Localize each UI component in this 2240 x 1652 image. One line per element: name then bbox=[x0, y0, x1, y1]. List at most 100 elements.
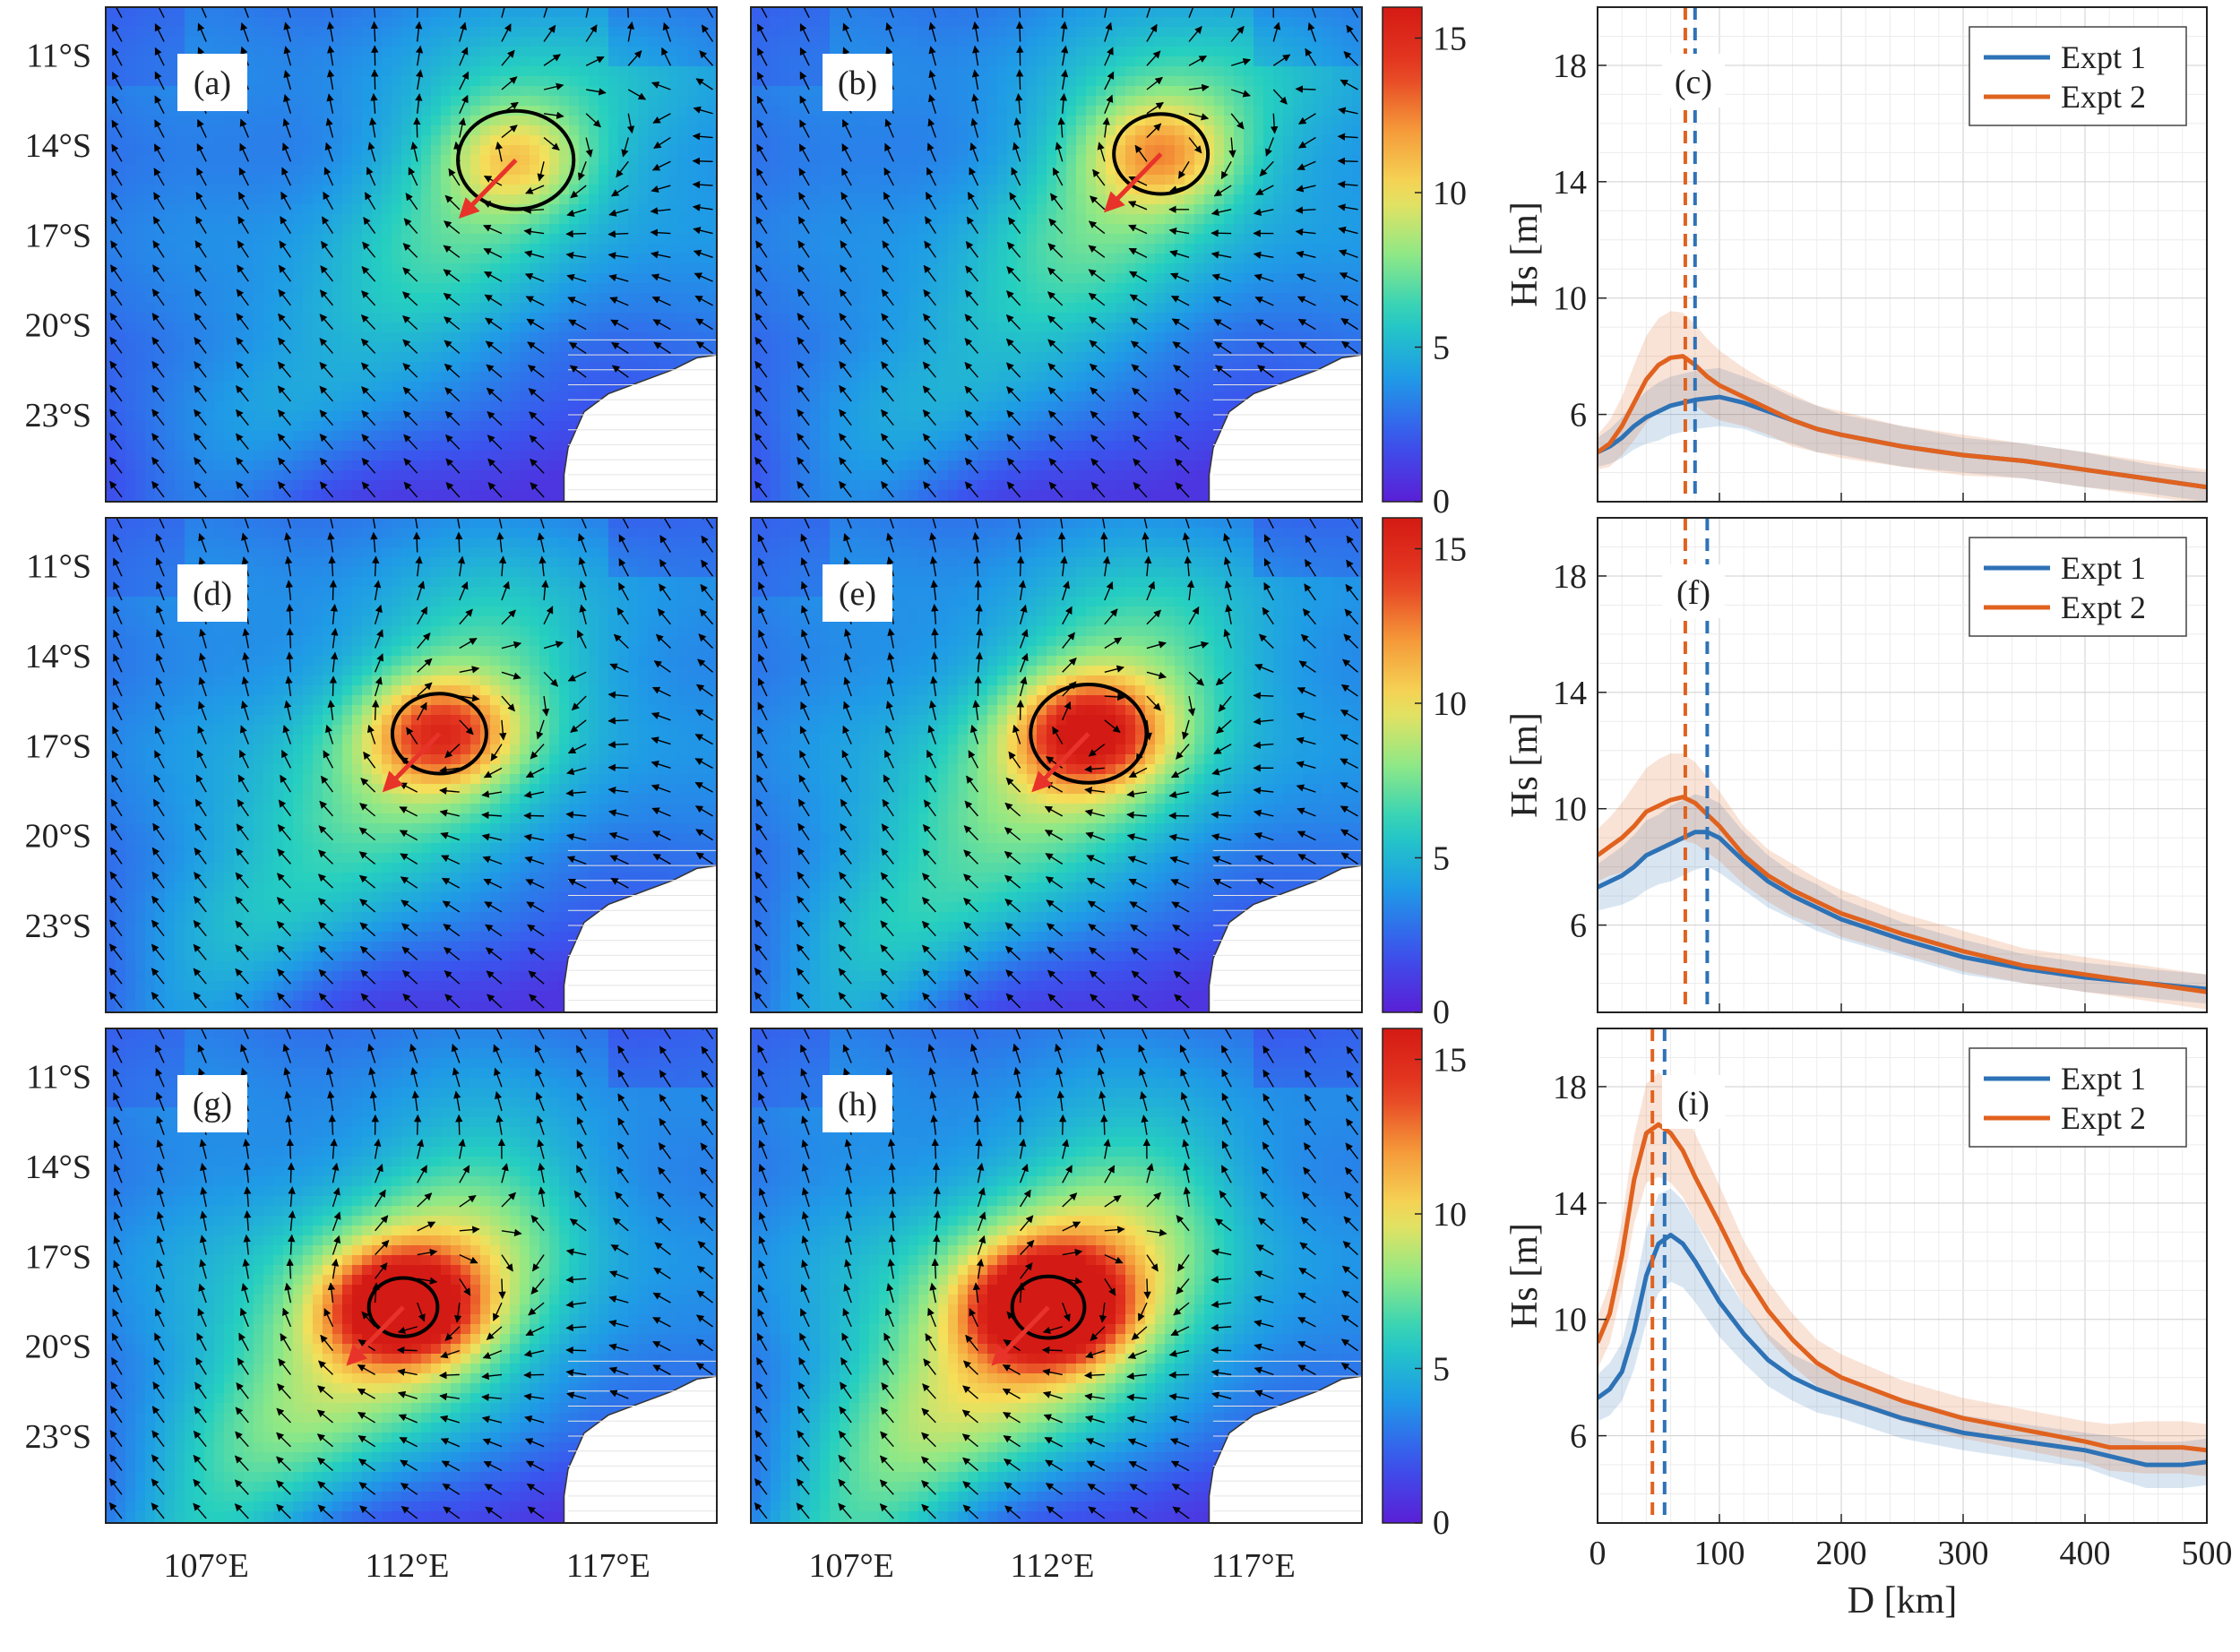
y-axis-label: Hs [m] bbox=[1504, 202, 1546, 307]
lon-tick-label: 107°E bbox=[808, 1547, 893, 1585]
series-band-2 bbox=[1598, 311, 2207, 502]
colorbar-tick-label: 5 bbox=[1433, 1351, 1450, 1389]
colorbars: 0 5 10 15 0 5 10 15 0 5 10 15 bbox=[1382, 6, 1467, 1542]
lat-tick-label: 20°S bbox=[25, 818, 91, 856]
land-grid bbox=[567, 339, 717, 491]
map-panel-d: (d) bbox=[105, 517, 718, 1013]
panel-label: (i) bbox=[1662, 1075, 1725, 1129]
lat-tick-label: 20°S bbox=[25, 307, 91, 345]
storm-track-arrow bbox=[382, 732, 442, 793]
y-tick-label: 14 bbox=[1553, 675, 1587, 712]
land-mass bbox=[1208, 354, 1362, 502]
colorbar-tick-label: 15 bbox=[1433, 21, 1467, 58]
storm-track-arrow bbox=[1031, 732, 1090, 793]
storm-radius-circle bbox=[456, 108, 576, 211]
land-grid bbox=[1212, 849, 1362, 1002]
chart-i: 6 10 14 18 0 100 200 300 400 500 Hs [m] D [km] (i) Ex… bbox=[1504, 1028, 2233, 1622]
lat-tick-label: 23°S bbox=[25, 908, 91, 945]
land-grid bbox=[567, 1360, 717, 1512]
y-axis-label: Hs [m] bbox=[1504, 712, 1546, 818]
panel-label: (e) bbox=[823, 564, 892, 622]
lat-tick-label: 11°S bbox=[26, 548, 91, 586]
y-axis-label: Hs [m] bbox=[1504, 1223, 1546, 1329]
lat-tick-label: 11°S bbox=[26, 38, 91, 75]
series-band-1 bbox=[1598, 794, 2207, 1004]
colorbar-tick-label: 0 bbox=[1433, 994, 1450, 1031]
panel-label: (d) bbox=[177, 564, 247, 622]
land-grid bbox=[1212, 339, 1362, 491]
storm-radius-circle bbox=[1112, 112, 1210, 196]
lat-tick-label: 11°S bbox=[26, 1059, 91, 1097]
legend-entry: Expt 2 bbox=[2061, 589, 2146, 625]
lat-tick-label: 17°S bbox=[25, 217, 91, 254]
legend-entry: Expt 2 bbox=[2061, 1100, 2146, 1136]
wave-height-field bbox=[106, 518, 717, 1012]
lat-tick-label: 14°S bbox=[25, 1149, 91, 1186]
map-panel-a: (a) bbox=[105, 6, 718, 503]
panel-label: (g) bbox=[177, 1075, 247, 1132]
x-tick-label: 500 bbox=[2182, 1535, 2233, 1572]
series-band-1 bbox=[1598, 1188, 2207, 1488]
x-tick-label: 100 bbox=[1694, 1535, 1745, 1572]
storm-track-arrow bbox=[458, 158, 518, 219]
legend-entry: Expt 2 bbox=[2061, 79, 2146, 115]
storm-track-arrow bbox=[991, 1305, 1050, 1366]
map-panels: (a) (b) (d) (e) (g) (h) bbox=[105, 6, 1363, 1524]
lat-tick-label: 14°S bbox=[25, 638, 91, 675]
x-axis-label: D [km] bbox=[1848, 1580, 1957, 1622]
colorbar: 0 5 10 15 bbox=[1382, 1028, 1467, 1542]
x-tick-label: 400 bbox=[2060, 1535, 2111, 1572]
series-line-1 bbox=[1598, 830, 2207, 992]
wind-vectors bbox=[754, 7, 1359, 498]
map-panel-e: (e) bbox=[750, 517, 1363, 1013]
lat-tick-label: 23°S bbox=[25, 1418, 91, 1456]
colorbar: 0 5 10 15 bbox=[1382, 517, 1467, 1031]
colorbar-tick-label: 0 bbox=[1433, 483, 1450, 521]
colorbar-tick-label: 15 bbox=[1433, 531, 1467, 569]
x-tick-label: 0 bbox=[1590, 1535, 1607, 1572]
land-grid bbox=[567, 849, 717, 1002]
land-mass bbox=[563, 354, 717, 502]
colorbar-tick-label: 0 bbox=[1433, 1504, 1450, 1542]
lon-tick-label: 112°E bbox=[1011, 1547, 1095, 1585]
y-tick-label: 18 bbox=[1553, 47, 1587, 85]
land-mass bbox=[563, 865, 717, 1012]
storm-radius-circle bbox=[1010, 1274, 1087, 1340]
map-panel-b: (b) bbox=[750, 6, 1363, 503]
y-tick-label: 6 bbox=[1570, 397, 1587, 435]
panel-label: (a) bbox=[177, 54, 247, 111]
y-tick-label: 18 bbox=[1553, 558, 1587, 596]
wind-vectors bbox=[108, 1028, 714, 1519]
y-tick-label: 6 bbox=[1570, 908, 1587, 945]
colorbar-tick-label: 5 bbox=[1433, 840, 1450, 878]
wave-height-field bbox=[751, 1028, 1362, 1523]
lat-tick-label: 20°S bbox=[25, 1329, 91, 1366]
lon-tick-label: 107°E bbox=[163, 1547, 248, 1585]
y-tick-label: 14 bbox=[1553, 1185, 1587, 1223]
y-tick-label: 10 bbox=[1553, 1302, 1587, 1339]
panel-label: (h) bbox=[823, 1075, 892, 1132]
wind-vectors bbox=[108, 518, 714, 1009]
lat-tick-label: 17°S bbox=[25, 1238, 91, 1276]
panel-label: (c) bbox=[1662, 54, 1725, 108]
series-line-2 bbox=[1598, 354, 2207, 490]
lon-tick-label: 117°E bbox=[566, 1547, 650, 1585]
x-tick-label: 300 bbox=[1938, 1535, 1989, 1572]
y-tick-label: 10 bbox=[1553, 791, 1587, 829]
series-line-2 bbox=[1598, 795, 2207, 994]
y-tick-label: 18 bbox=[1553, 1069, 1587, 1106]
lat-tick-label: 14°S bbox=[25, 127, 91, 165]
colorbar: 0 5 10 15 bbox=[1382, 6, 1467, 521]
map-panel-h: (h) bbox=[750, 1028, 1363, 1524]
legend-entry: Expt 1 bbox=[2061, 39, 2146, 75]
storm-track-arrow bbox=[1103, 152, 1163, 213]
legend-entry: Expt 1 bbox=[2061, 1061, 2146, 1097]
lat-tick-label: 17°S bbox=[25, 727, 91, 765]
series-line-2 bbox=[1598, 1122, 2207, 1453]
wind-vectors bbox=[754, 518, 1359, 1009]
storm-radius-circle bbox=[366, 1276, 440, 1338]
y-tick-label: 10 bbox=[1553, 280, 1587, 318]
